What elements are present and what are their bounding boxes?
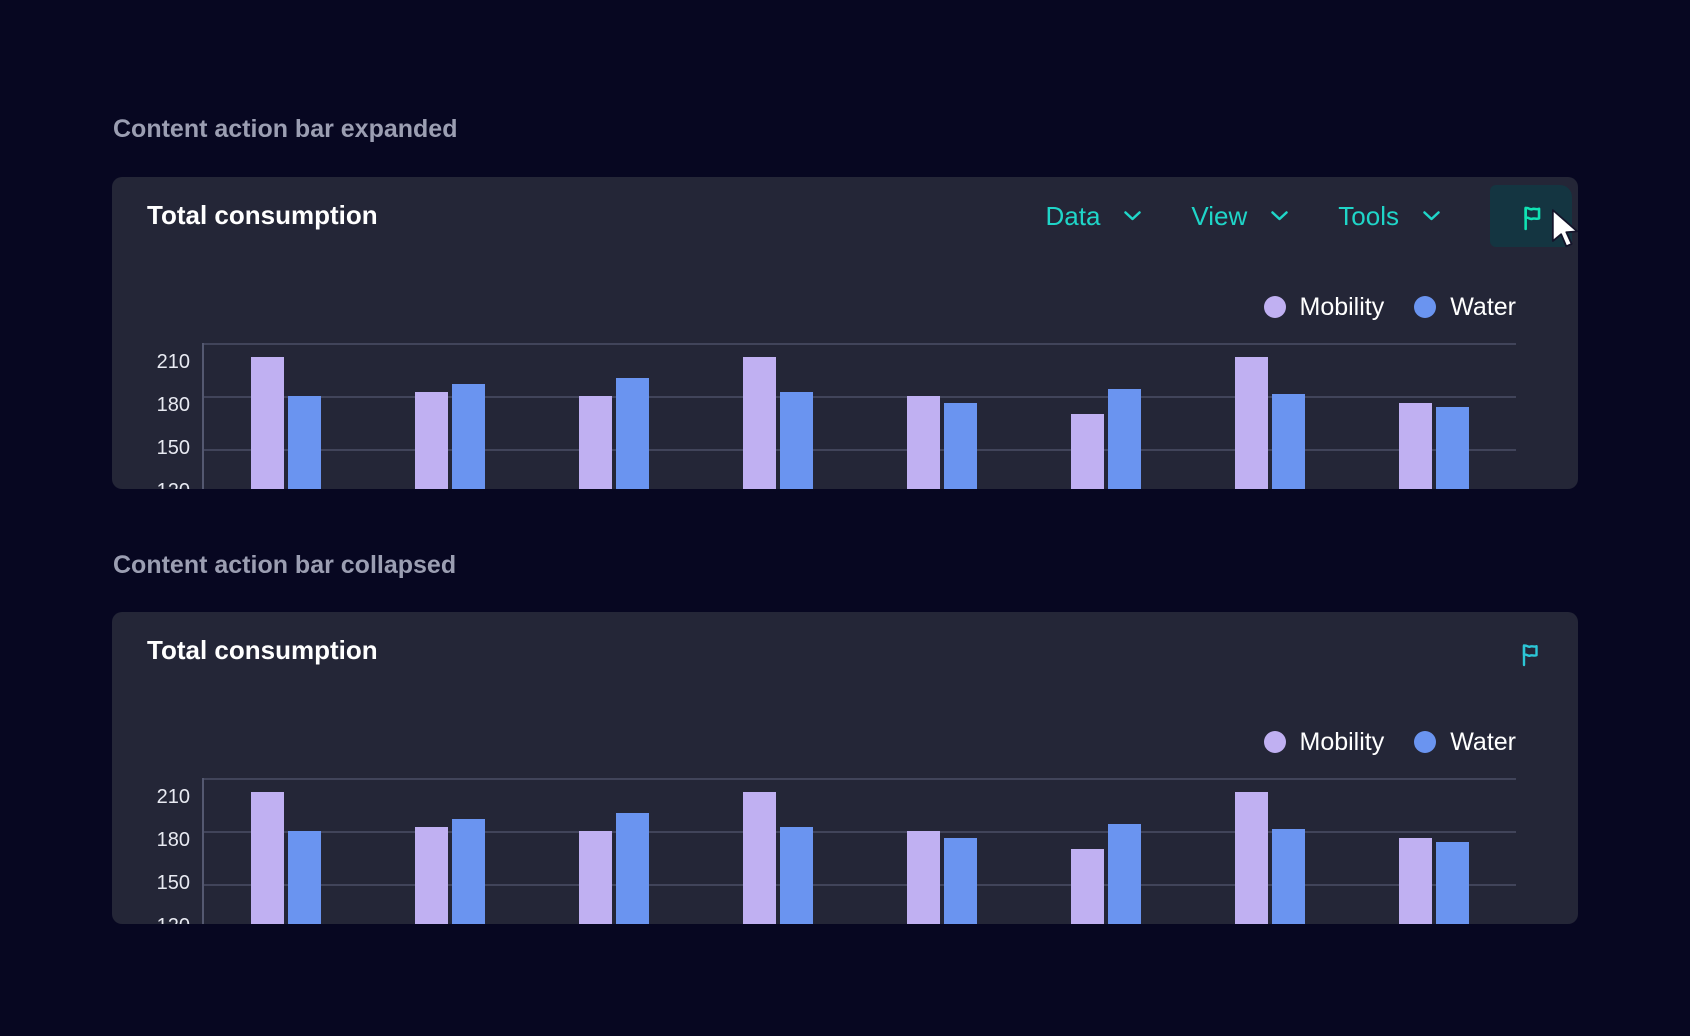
- bar-group: [368, 343, 532, 489]
- bar-group: [532, 778, 696, 924]
- mobility-dot-icon: [1263, 731, 1286, 753]
- bar-group: [860, 343, 1024, 489]
- chevron-down-icon: [1124, 211, 1142, 221]
- bar-water: [616, 813, 649, 924]
- gridline: [204, 396, 1516, 398]
- bar-mobility: [1399, 403, 1432, 489]
- legend-item-mobility[interactable]: Mobility: [1263, 727, 1385, 757]
- legend-label-water: Water: [1450, 292, 1516, 321]
- bar-water: [452, 383, 485, 489]
- chevron-down-icon: [1271, 211, 1289, 221]
- menu-data-label: Data: [1045, 201, 1101, 231]
- bar-water: [1436, 841, 1469, 924]
- y-tick-label: 150: [156, 872, 190, 894]
- bar-mobility: [415, 827, 448, 924]
- content-action-bar: Data View Tools: [1045, 185, 1572, 247]
- bar-group: [532, 343, 696, 489]
- bar-mobility: [907, 396, 940, 489]
- y-tick-label: 180: [156, 829, 190, 851]
- bar-group: [696, 343, 860, 489]
- menu-view[interactable]: View: [1191, 201, 1289, 231]
- bar-mobility: [579, 831, 612, 924]
- legend-item-water[interactable]: Water: [1414, 293, 1516, 322]
- card-content-action-bar-collapsed: Total consumption Mobility Water 210 180 1…: [112, 612, 1578, 924]
- y-tick-label: 180: [156, 394, 190, 416]
- bar-mobility: [1071, 848, 1104, 924]
- card-title: Total consumption: [147, 200, 378, 230]
- bar-group: [204, 343, 368, 489]
- bar-mobility: [415, 392, 448, 489]
- card-title: Total consumption: [147, 635, 378, 665]
- bar-group: [1188, 343, 1352, 489]
- mobility-dot-icon: [1263, 296, 1286, 318]
- bar-water: [780, 392, 813, 489]
- menu-tools-label: Tools: [1338, 201, 1399, 231]
- legend-label-water: Water: [1450, 727, 1516, 756]
- bar-water: [1108, 823, 1141, 924]
- bar-mobility: [251, 357, 284, 489]
- bar-mobility: [1399, 838, 1432, 924]
- bar-water: [780, 827, 813, 924]
- bar-mobility: [743, 792, 776, 924]
- bar-group: [1352, 343, 1516, 489]
- flag-button-collapsed[interactable]: [1515, 639, 1543, 667]
- bar-water: [616, 378, 649, 489]
- bar-water: [288, 831, 321, 924]
- water-dot-icon: [1414, 296, 1437, 318]
- bar-water: [1108, 388, 1141, 489]
- bar-group: [696, 778, 860, 924]
- bar-water: [1436, 406, 1469, 489]
- bar-group: [860, 778, 1024, 924]
- y-tick-label: 210: [156, 786, 190, 808]
- gridline: [204, 778, 1516, 780]
- chevron-down-icon: [1423, 211, 1440, 221]
- bar-mobility: [251, 792, 284, 924]
- menu-data[interactable]: Data: [1045, 201, 1142, 231]
- bar-mobility: [907, 831, 940, 924]
- bar-water: [452, 818, 485, 924]
- menu-view-label: View: [1191, 201, 1248, 231]
- water-dot-icon: [1414, 731, 1437, 753]
- chart-legend: Mobility Water: [1263, 727, 1516, 757]
- section-heading-expanded: Content action bar expanded: [113, 115, 458, 143]
- legend-item-water[interactable]: Water: [1414, 728, 1516, 757]
- legend-item-mobility[interactable]: Mobility: [1263, 292, 1385, 322]
- gridline: [204, 884, 1516, 886]
- bar-mobility: [1235, 792, 1268, 924]
- bar-water: [944, 838, 977, 924]
- y-tick-label: 120: [112, 910, 190, 924]
- bar-water: [288, 396, 321, 489]
- bar-mobility: [1071, 413, 1104, 489]
- legend-label-mobility: Mobility: [1299, 292, 1385, 321]
- gridline: [204, 449, 1516, 451]
- bar-group: [1352, 778, 1516, 924]
- menu-tools[interactable]: Tools: [1338, 201, 1440, 231]
- bar-chart-plot: [202, 778, 1516, 924]
- bar-mobility: [1235, 357, 1268, 489]
- bar-group: [204, 778, 368, 924]
- bar-group: [1188, 778, 1352, 924]
- bar-water: [1272, 829, 1305, 924]
- mouse-cursor-icon: [1551, 209, 1579, 248]
- legend-label-mobility: Mobility: [1299, 727, 1385, 756]
- bar-group: [1024, 343, 1188, 489]
- bar-group: [368, 778, 532, 924]
- flag-icon: [1522, 644, 1538, 667]
- y-tick-label: 120: [112, 475, 190, 489]
- bar-group: [1024, 778, 1188, 924]
- bar-water: [1272, 394, 1305, 489]
- bar-water: [944, 403, 977, 489]
- section-heading-collapsed: Content action bar collapsed: [113, 551, 457, 579]
- y-tick-label: 150: [156, 437, 190, 459]
- bar-chart-plot: [202, 343, 1516, 489]
- gridline: [204, 343, 1516, 345]
- flag-icon: [1524, 206, 1541, 231]
- card-content-action-bar-expanded: Total consumption Data View Tools: [112, 177, 1578, 489]
- gridline: [204, 831, 1516, 833]
- bar-mobility: [579, 396, 612, 489]
- bar-mobility: [743, 357, 776, 489]
- chart-legend: Mobility Water: [1263, 292, 1516, 322]
- y-tick-label: 210: [156, 351, 190, 373]
